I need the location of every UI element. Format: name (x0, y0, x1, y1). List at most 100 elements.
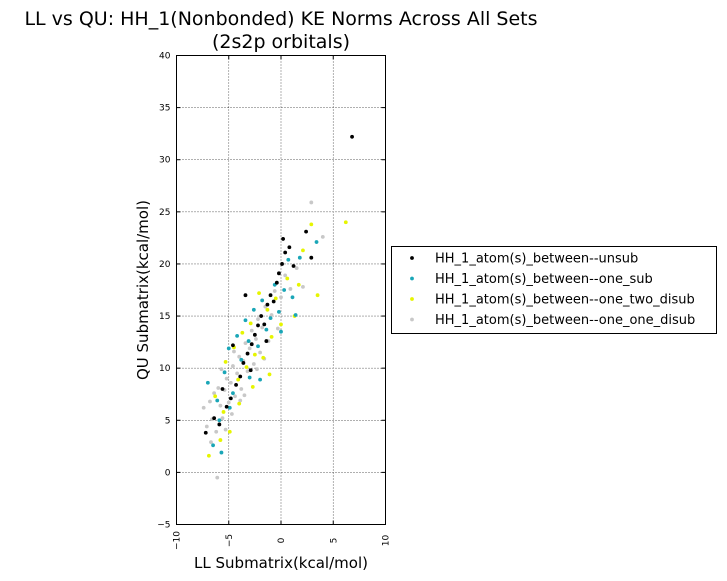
scatter-point (294, 266, 299, 271)
scatter-point (273, 296, 278, 301)
scatter-point (239, 387, 244, 391)
legend-label: HH_1_atom(s)_between--unsub (435, 252, 638, 267)
scatter-point (256, 323, 260, 328)
scatter-point (262, 322, 267, 327)
y-tick-label: 35 (159, 104, 170, 114)
scatter-point (234, 382, 238, 387)
scatter-point (277, 309, 281, 314)
y-tick-label: 30 (159, 156, 171, 166)
scatter-point (223, 427, 228, 432)
scatter-point (281, 237, 285, 241)
scatter-point (203, 430, 208, 435)
scatter-point (251, 362, 256, 366)
scatter-point (248, 368, 253, 373)
scatter-point (267, 372, 272, 377)
scatter-point (238, 374, 243, 379)
scatter-point (217, 422, 222, 427)
scatter-point (260, 325, 265, 330)
scatter-point (246, 339, 251, 343)
scatter-point (291, 264, 296, 268)
scatter-point (260, 298, 265, 303)
scatter-point (244, 365, 249, 370)
scatter-point (217, 418, 222, 423)
scatter-point (224, 404, 229, 409)
scatter-point (283, 250, 288, 255)
scatter-point (212, 391, 217, 396)
scatter-point (228, 396, 233, 401)
scatter-point (229, 412, 234, 416)
y-tick-label: 15 (159, 312, 170, 322)
scatter-point (264, 327, 269, 332)
scatter-point (252, 332, 257, 337)
scatter-point (268, 316, 273, 321)
scatter-point (247, 346, 252, 351)
scatter-point (297, 255, 302, 260)
scatter-point (249, 328, 254, 333)
scatter-point (269, 313, 274, 317)
scatter-point (242, 393, 247, 398)
scatter-point (290, 295, 295, 300)
scatter-point (309, 255, 314, 260)
scatter-point (237, 401, 242, 406)
scatter-point (226, 400, 231, 405)
scatter-point (252, 352, 257, 357)
x-tick-label: −5 (225, 534, 235, 547)
scatter-point (288, 287, 293, 291)
scatter-point (272, 289, 277, 293)
scatter-point (218, 403, 223, 408)
legend-label: HH_1_atom(s)_between--one_one_disub (435, 313, 695, 328)
chart-title-line2: (2s2p orbitals) (212, 31, 350, 53)
scatter-point (243, 293, 248, 298)
scatter-point (235, 333, 240, 338)
scatter-point (221, 410, 226, 414)
scatter-point (227, 429, 232, 434)
scatter-point (343, 220, 348, 225)
scatter-point (215, 475, 220, 480)
scatter-point (277, 271, 281, 276)
scatter-point (296, 282, 301, 287)
scatter-point (248, 321, 253, 326)
y-tick-label: 10 (159, 364, 171, 374)
scatter-point (309, 222, 314, 227)
scatter-point (261, 355, 266, 360)
scatter-point (350, 134, 354, 139)
scatter-point (264, 339, 269, 343)
scatter-point (282, 288, 287, 292)
scatter-point (293, 313, 298, 317)
scatter-point (250, 385, 255, 389)
scatter-point (219, 450, 224, 455)
scatter-point (315, 293, 320, 298)
scatter-point (285, 276, 290, 281)
scatter-point (268, 293, 273, 298)
scatter-point (237, 354, 242, 359)
scatter-point (215, 398, 220, 403)
scatter-point (287, 245, 292, 250)
legend-label: HH_1_atom(s)_between--one_sub (435, 272, 653, 287)
scatter-point (201, 405, 206, 410)
legend: HH_1_atom(s)_between--unsub HH_1_atom(s)_… (391, 246, 717, 334)
scatter-point (218, 438, 223, 442)
scatter-point (243, 341, 248, 346)
scatter-point (233, 394, 237, 399)
scatter-point (222, 370, 227, 375)
scatter-point (231, 343, 235, 348)
legend-marker (410, 317, 414, 322)
scatter-point (240, 330, 245, 335)
scatter-point (314, 240, 319, 244)
y-tick-label: 5 (165, 416, 171, 426)
scatter-point (214, 429, 219, 434)
scatter-point (235, 371, 240, 376)
scatter-point (309, 200, 314, 205)
scatter-point (223, 360, 228, 364)
scatter-point (224, 376, 229, 381)
scatter-point (265, 307, 270, 312)
scatter-point (283, 273, 288, 278)
legend-label: HH_1_atom(s)_between--one_two_disub (435, 293, 695, 308)
scatter-point (279, 322, 283, 327)
scatter-point (251, 307, 256, 312)
x-tick-label: 0 (277, 537, 287, 543)
scatter-point (255, 367, 259, 372)
scatter-point (256, 317, 260, 322)
